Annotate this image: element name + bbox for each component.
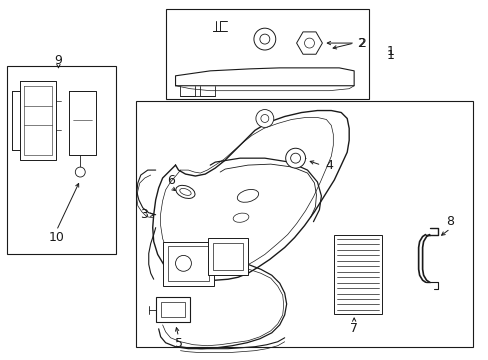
Polygon shape: [296, 32, 322, 54]
Bar: [165, 9, 368, 99]
Ellipse shape: [176, 185, 195, 198]
Bar: [163, 242, 214, 286]
Bar: [167, 247, 209, 281]
Bar: [334, 235, 381, 314]
Bar: [136, 100, 472, 347]
Circle shape: [75, 167, 85, 177]
Text: 10: 10: [48, 231, 64, 244]
Circle shape: [260, 114, 268, 122]
Text: 6: 6: [166, 174, 174, 186]
Bar: [7, 66, 116, 255]
Bar: [161, 302, 185, 317]
Circle shape: [175, 255, 191, 271]
Circle shape: [304, 38, 314, 48]
Text: 2: 2: [356, 37, 364, 50]
Circle shape: [285, 148, 305, 168]
Circle shape: [290, 153, 300, 163]
Circle shape: [255, 109, 273, 127]
Text: 9: 9: [54, 54, 62, 67]
Circle shape: [253, 28, 275, 50]
Bar: [208, 238, 247, 275]
Text: 4: 4: [325, 159, 333, 172]
Bar: [155, 297, 190, 322]
Text: 1: 1: [386, 49, 394, 63]
Circle shape: [259, 34, 269, 44]
Text: 8: 8: [446, 215, 453, 228]
Text: 5: 5: [174, 337, 182, 350]
Text: 7: 7: [349, 322, 357, 336]
Bar: [213, 243, 243, 270]
Text: 3: 3: [140, 208, 147, 221]
Text: 2: 2: [357, 37, 366, 50]
Text: 1: 1: [386, 45, 394, 58]
